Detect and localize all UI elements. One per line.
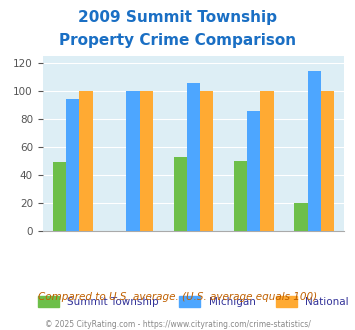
Legend: Summit Township, Michigan, National: Summit Township, Michigan, National — [34, 292, 353, 312]
Bar — [247, 111, 261, 231]
Bar — [174, 157, 187, 231]
Text: Property Crime Comparison: Property Crime Comparison — [59, 33, 296, 48]
Bar — [187, 83, 200, 231]
Bar — [53, 162, 66, 231]
Bar — [261, 91, 274, 231]
Bar — [234, 161, 247, 231]
Bar — [321, 91, 334, 231]
Bar — [307, 72, 321, 231]
Text: Compared to U.S. average. (U.S. average equals 100): Compared to U.S. average. (U.S. average … — [38, 292, 317, 302]
Text: © 2025 CityRating.com - https://www.cityrating.com/crime-statistics/: © 2025 CityRating.com - https://www.city… — [45, 320, 310, 329]
Bar — [140, 91, 153, 231]
Bar — [126, 91, 140, 231]
Bar — [66, 99, 80, 231]
Bar — [200, 91, 213, 231]
Bar — [80, 91, 93, 231]
Text: 2009 Summit Township: 2009 Summit Township — [78, 10, 277, 25]
Bar — [294, 203, 307, 231]
